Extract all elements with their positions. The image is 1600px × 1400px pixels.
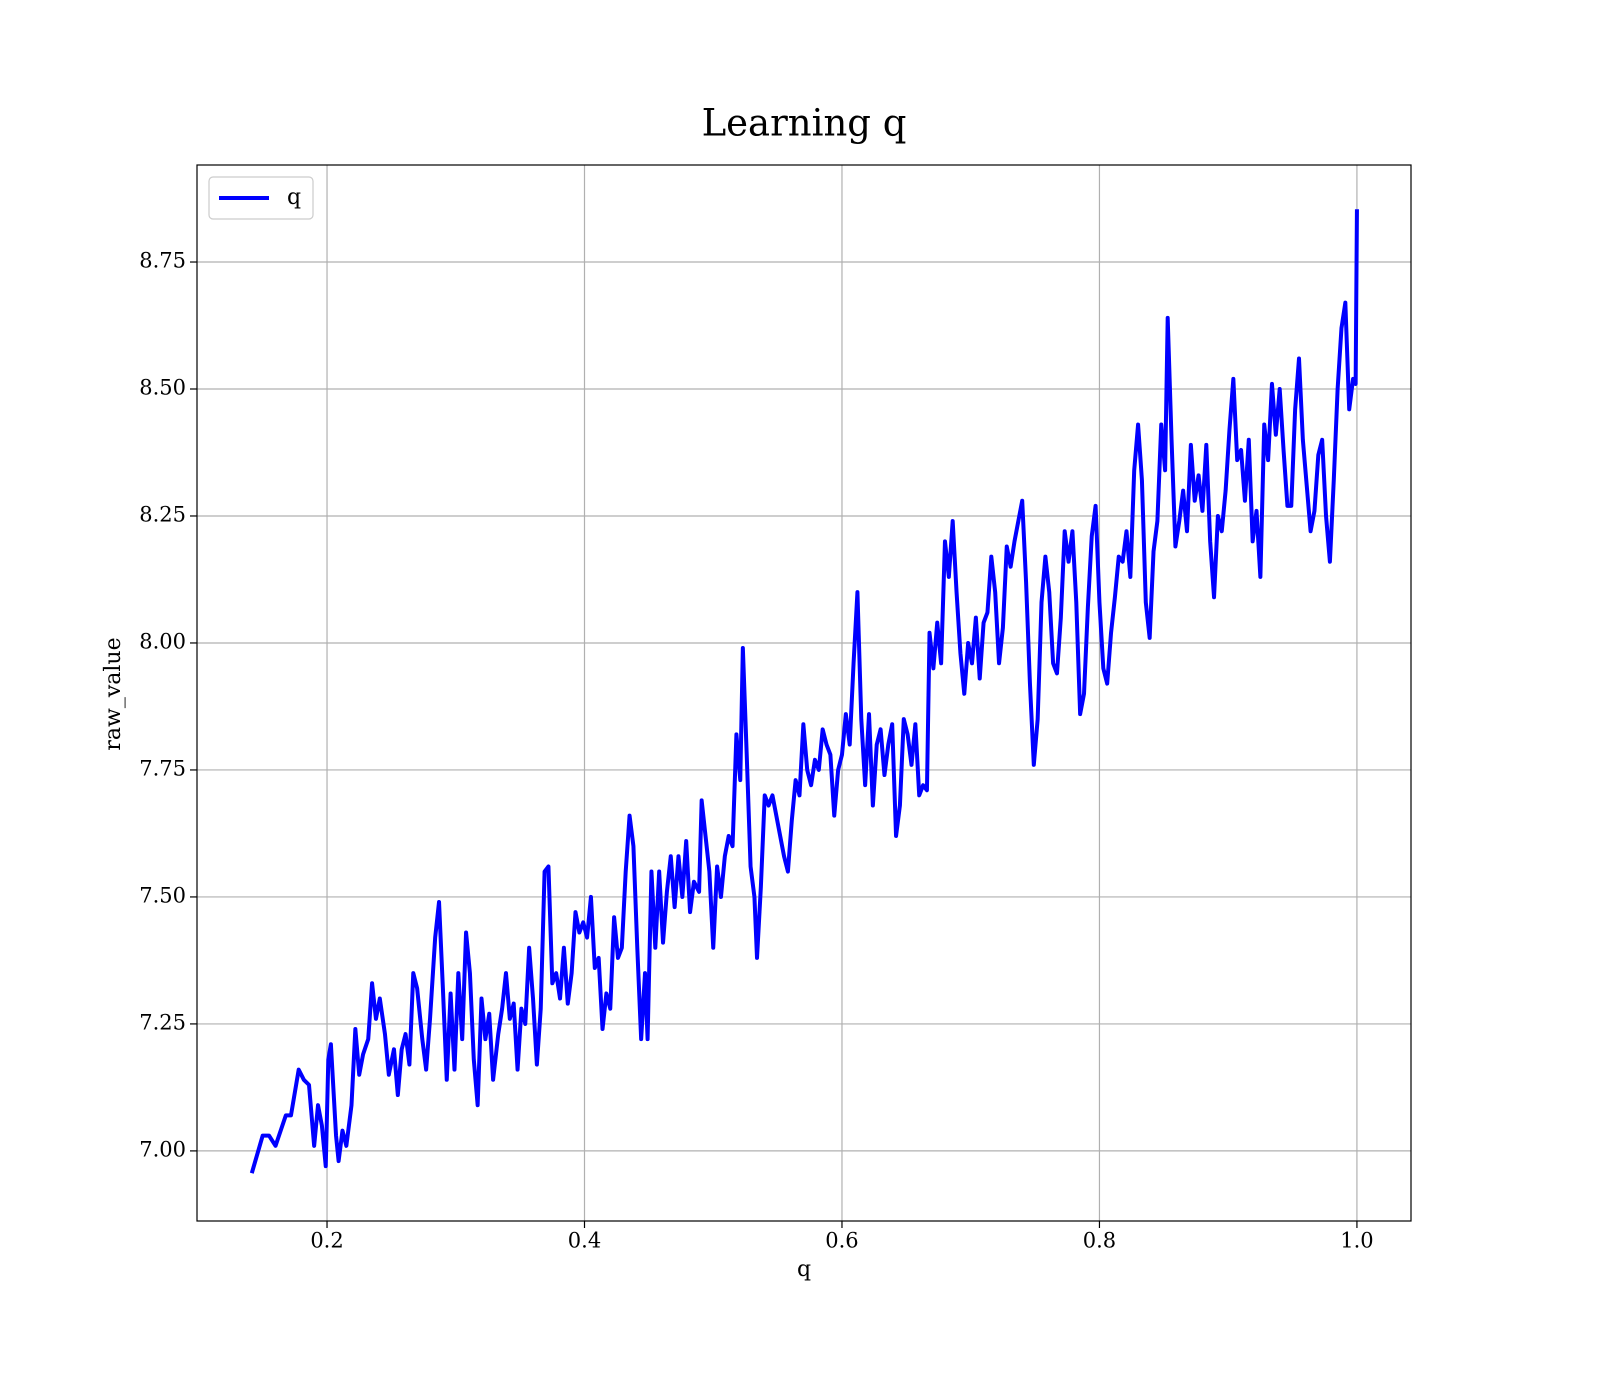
x-tick-label: 1.0 (1340, 1229, 1373, 1253)
legend: q (208, 176, 314, 220)
chart-title: Learning q (702, 102, 907, 145)
y-tick-label: 8.75 (139, 249, 186, 273)
x-axis-label: q (797, 1257, 811, 1282)
y-tick-label: 7.75 (139, 756, 186, 780)
y-tick-label: 8.50 (139, 376, 186, 400)
y-tick-label: 8.00 (139, 629, 186, 653)
ticks: 0.2 0.4 0.6 0.8 1.0 7.00 7.25 7.50 7.75 8.00 8.25 8… (139, 249, 1373, 1253)
y-tick-label: 7.50 (139, 883, 186, 907)
plot-area (249, 209, 1359, 1174)
y-tick-label: 7.00 (139, 1137, 186, 1161)
axes-frame (196, 164, 1412, 1222)
x-tick-label: 0.2 (310, 1229, 343, 1253)
line-series (249, 209, 1359, 1174)
x-tick-label: 0.8 (1083, 1229, 1116, 1253)
legend-label: q (287, 185, 301, 210)
y-tick-label: 7.25 (139, 1010, 186, 1034)
y-axis-label: raw_value (101, 637, 126, 750)
y-tick-label: 8.25 (139, 502, 186, 526)
x-tick-label: 0.4 (568, 1229, 601, 1253)
x-tick-label: 0.6 (825, 1229, 858, 1253)
